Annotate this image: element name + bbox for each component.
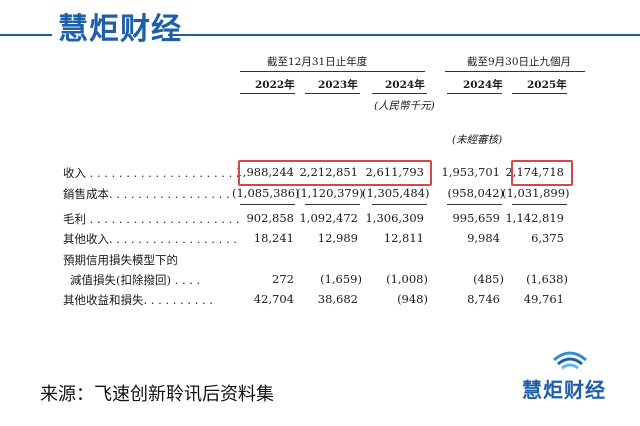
group-header-annual: 截至12月31日止年度 <box>267 56 368 68</box>
cell-value: (948) <box>397 292 428 306</box>
cell-value: 49,761 <box>523 292 564 306</box>
year-header: 2024年 <box>385 79 425 91</box>
row-label-impairment: 減值損失(扣除撥回) . . . . <box>70 273 201 287</box>
cell-value: 18,241 <box>253 231 294 245</box>
highlight-box-annual-revenue <box>238 160 432 186</box>
cell-value: 1,953,701 <box>441 165 500 179</box>
brand-logo: 慧炬财经 <box>520 344 620 414</box>
group-header-nine-months: 截至9月30日止九個月 <box>467 56 572 68</box>
cell-value: (1,638) <box>526 272 568 286</box>
year-header: 2024年 <box>463 79 503 91</box>
highlight-box-2025-revenue <box>511 160 573 186</box>
cell-value: 995,659 <box>452 211 500 225</box>
row-label-other-income: 其他收入. . . . . . . . . . . . . . . . . . <box>63 232 237 246</box>
year-header: 2023年 <box>318 79 358 91</box>
year-underline <box>372 93 427 94</box>
row-label-revenue: 收入 . . . . . . . . . . . . . . . . . . .… <box>63 166 240 180</box>
unaudited-note: (未經審核) <box>452 134 503 146</box>
cell-value: 2,174,718 <box>505 165 564 179</box>
group-underline-annual <box>240 71 425 72</box>
cell-value: 2,611,793 <box>365 165 424 179</box>
year-header: 2025年 <box>527 79 567 91</box>
cell-value: (1,085,386) <box>232 186 300 200</box>
subtotal-rule <box>240 204 295 205</box>
cell-value: 902,858 <box>246 211 294 225</box>
cell-value: 272 <box>272 272 294 286</box>
subtotal-rule <box>305 204 360 205</box>
brand-title-top: 慧炬财经 <box>58 12 182 47</box>
cell-value: 12,989 <box>317 231 358 245</box>
row-label-other-gains: 其他收益和損失. . . . . . . . . . <box>63 293 213 307</box>
cell-value: 8,746 <box>467 292 500 306</box>
cell-value: 12,811 <box>383 231 424 245</box>
year-header: 2022年 <box>255 79 295 91</box>
cell-value: 1,092,472 <box>299 211 358 225</box>
year-underline <box>512 93 567 94</box>
cell-value: 1,988,244 <box>235 165 294 179</box>
cell-value: (1,008) <box>386 272 428 286</box>
cell-value: 38,682 <box>317 292 358 306</box>
group-underline-nine-months <box>445 71 585 72</box>
year-underline <box>447 93 502 94</box>
unit-note: (人民幣千元) <box>374 100 435 112</box>
wave-icon <box>553 351 587 370</box>
row-label-cost-of-sales: 銷售成本. . . . . . . . . . . . . . . . . <box>63 187 230 201</box>
year-underline <box>240 93 295 94</box>
cell-value: (958,042) <box>447 186 504 200</box>
cell-value: (1,031,899) <box>502 186 570 200</box>
cell-value: 1,142,819 <box>505 211 564 225</box>
financial-table: 截至12月31日止年度 截至9月30日止九個月 2022年 2023年 2024… <box>0 44 640 384</box>
cell-value: (1,659) <box>320 272 362 286</box>
source-caption: 来源：飞速创新聆讯后资料集 <box>40 384 274 405</box>
row-label-gross-profit: 毛利 . . . . . . . . . . . . . . . . . . .… <box>63 212 240 226</box>
cell-value: 1,306,309 <box>365 211 424 225</box>
cell-value: (1,120,379) <box>296 186 364 200</box>
subtotal-rule <box>512 204 567 205</box>
cell-value: 2,212,851 <box>299 165 358 179</box>
cell-value: (485) <box>473 272 504 286</box>
cell-value: 6,375 <box>531 231 564 245</box>
cell-value: 9,984 <box>467 231 500 245</box>
subtotal-rule <box>372 204 427 205</box>
top-rule-left <box>0 34 52 36</box>
subtotal-rule <box>447 204 502 205</box>
brand-title-bottom: 慧炬财经 <box>522 378 606 402</box>
cell-value: 42,704 <box>253 292 294 306</box>
top-banner: 慧炬财经 <box>0 0 640 47</box>
top-rule-right <box>168 34 640 36</box>
row-label-ecl-heading: 預期信用損失模型下的 <box>63 253 178 267</box>
cell-value: (1,305,484) <box>362 186 430 200</box>
year-underline <box>305 93 360 94</box>
